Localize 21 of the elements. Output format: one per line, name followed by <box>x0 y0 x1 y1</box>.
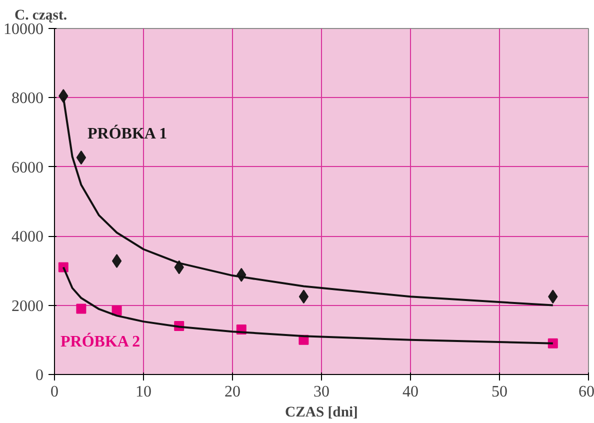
y-tick-label: 4000 <box>12 228 44 246</box>
y-axis-title: C. cząst. <box>14 8 68 24</box>
x-tick-label: 50 <box>492 384 508 400</box>
y-tick-label: 0 <box>36 367 44 384</box>
point <box>76 150 86 165</box>
y-tick-label: 10000 <box>4 21 44 38</box>
x-axis-title: CZAS [dni] <box>285 404 358 420</box>
x-tick-label: 10 <box>136 384 152 400</box>
x-tick-label: 60 <box>578 384 594 400</box>
point <box>298 290 309 304</box>
y-tick-label: 2000 <box>12 298 44 315</box>
x-tick-label: 20 <box>224 384 240 400</box>
x-tick-label: 30 <box>314 384 330 400</box>
series-label: PRÓBKA 2 <box>60 332 140 350</box>
point <box>112 305 122 316</box>
x-tick-label: 40 <box>402 384 418 400</box>
point <box>112 254 122 268</box>
point <box>76 304 86 314</box>
y-tick-label: 6000 <box>12 159 44 176</box>
y-tick-label: 8000 <box>12 90 44 108</box>
x-tick-label: 0 <box>50 384 58 400</box>
